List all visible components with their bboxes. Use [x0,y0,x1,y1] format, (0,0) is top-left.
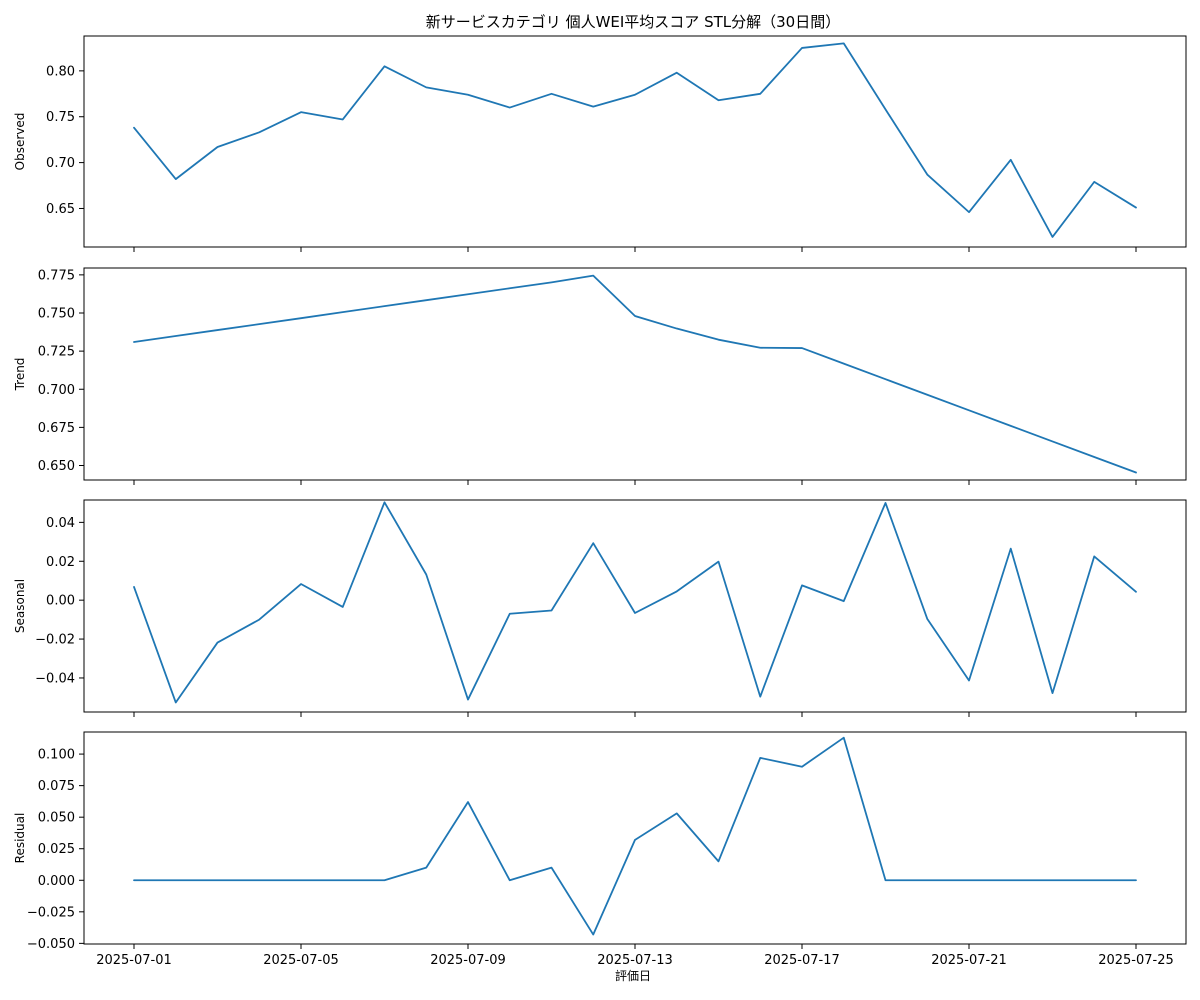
panel-residual: −0.050 −0.025 0.000 0.025 0.050 0.075 0.100 Res… [13,731,1187,952]
y-tick-label: 0.675 [38,421,75,436]
y-tick-label: 0.750 [38,306,75,321]
panel-observed: 0.65 0.70 0.75 0.80 Observed [13,35,1187,252]
y-tick-label: 0.650 [38,459,75,474]
y-tick-label: 0.75 [46,110,75,125]
y-tick-label: 0.050 [38,811,75,826]
y-tick-label: 0.80 [46,64,75,79]
series-line-seasonal [133,501,1137,704]
y-tick-label: 0.775 [38,268,75,283]
panel-frame [83,499,1187,713]
x-tick-label: 2025-07-05 [263,953,339,968]
y-tick-label: −0.04 [35,671,75,686]
y-tick-label: −0.025 [27,905,75,920]
x-tick-label: 2025-07-13 [597,953,673,968]
y-tick-label: 0.000 [38,874,75,889]
x-tick-label: 2025-07-09 [430,953,506,968]
y-tick-label: 0.725 [38,345,75,360]
y-tick-label: 0.70 [46,156,75,171]
y-tick-label: −0.02 [35,633,75,648]
panels: 0.650.700.750.80Observed0.6500.6750.7000… [13,35,1187,968]
y-tick-label: 0.700 [38,383,75,398]
panel-frame [83,267,1187,481]
y-axis-label-trend: Trend [13,358,27,392]
panel-seasonal: −0.04 −0.02 0.00 0.02 0.04 Seasonal [13,499,1187,717]
y-axis-label-observed: Observed [13,113,27,171]
y-tick-label: −0.050 [27,937,75,952]
series-line-trend [133,274,1137,474]
x-tick-label: 2025-07-17 [764,953,840,968]
y-tick-label: 0.04 [46,516,75,531]
x-axis-label: 評価日 [615,968,651,983]
y-tick-label: 0.025 [38,842,75,857]
chart-title: 新サービスカテゴリ 個人WEI平均スコア STL分解（30日間） [426,13,840,31]
y-tick-label: 0.075 [38,779,75,794]
panel-frame [83,35,1187,248]
x-tick-label: 2025-07-25 [1098,953,1174,968]
x-tick-label: 2025-07-01 [96,953,172,968]
y-tick-label: 0.65 [46,202,75,217]
y-axis-label-seasonal: Seasonal [13,579,27,633]
panel-trend: 0.650 0.675 0.700 0.725 0.750 0.775 Trend [13,267,1187,485]
y-tick-label: 0.02 [46,555,75,570]
y-axis-label-residual: Residual [13,813,27,864]
y-tick-label: 0.100 [38,748,75,763]
series-line-residual [133,736,1137,936]
x-tick-label: 2025-07-21 [931,953,1007,968]
series-line-observed [133,42,1137,238]
panel-frame [83,731,1187,945]
y-tick-label: 0.00 [46,594,75,609]
